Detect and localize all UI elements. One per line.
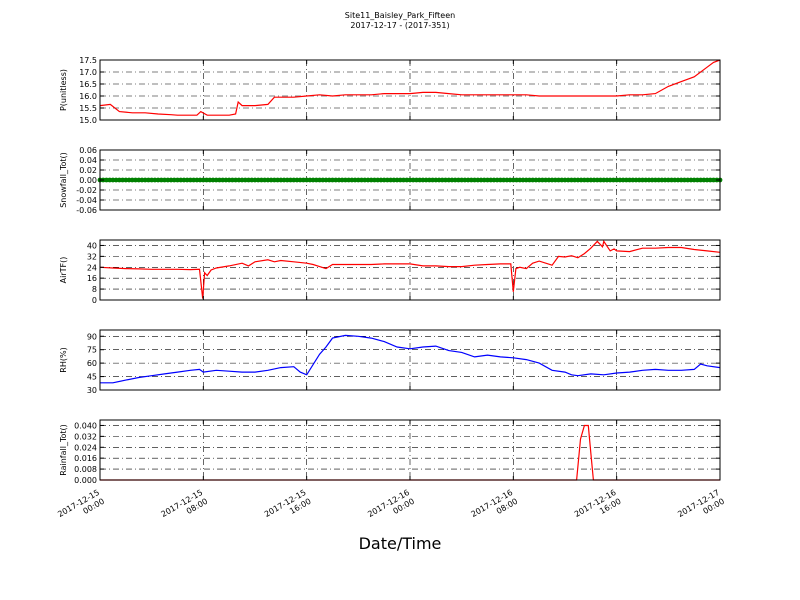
y-tick-label: 0.008 bbox=[74, 465, 97, 474]
y-tick-label: 0 bbox=[92, 296, 97, 305]
chart-title: Site11_Baisley_Park_Fifteen bbox=[344, 11, 456, 20]
y-axis-label: RH(%) bbox=[59, 347, 68, 372]
y-tick-label: 0.032 bbox=[74, 432, 97, 441]
y-tick-label: 0.016 bbox=[74, 454, 97, 463]
y-tick-label: 45 bbox=[87, 373, 97, 382]
y-tick-label: 15.5 bbox=[79, 104, 97, 113]
y-axis-label: Rainfall_Tot() bbox=[59, 424, 68, 476]
y-tick-label: 30 bbox=[87, 386, 97, 395]
y-tick-label: 0.024 bbox=[74, 443, 97, 452]
y-axis-label: AirTF() bbox=[59, 257, 68, 284]
y-tick-label: 60 bbox=[87, 359, 97, 368]
y-tick-label: -0.06 bbox=[76, 206, 97, 215]
x-tick-label: 2017-12-1516:00 bbox=[263, 488, 313, 528]
x-tick-label: 2017-12-1700:00 bbox=[676, 488, 726, 528]
y-tick-label: 32 bbox=[87, 252, 97, 261]
y-axis-label: P(unitless) bbox=[59, 69, 68, 111]
x-tick-label: 2017-12-1616:00 bbox=[573, 488, 623, 528]
y-tick-label: 0.000 bbox=[74, 476, 97, 485]
y-tick-label: 0.02 bbox=[79, 166, 97, 175]
y-tick-label: 0.00 bbox=[79, 176, 97, 185]
y-tick-label: 17.5 bbox=[79, 56, 97, 65]
y-tick-label: 90 bbox=[87, 332, 97, 341]
y-axis-label: Snowfall_Tot() bbox=[59, 152, 68, 208]
data-line bbox=[99, 59, 721, 116]
y-tick-label: 16.0 bbox=[79, 92, 97, 101]
y-tick-label: -0.02 bbox=[76, 186, 97, 195]
y-tick-label: 0.06 bbox=[79, 146, 97, 155]
y-tick-label: 8 bbox=[92, 285, 97, 294]
y-tick-label: 16 bbox=[87, 274, 97, 283]
y-tick-label: 24 bbox=[87, 263, 97, 272]
data-line bbox=[99, 239, 721, 299]
data-line bbox=[100, 334, 721, 384]
y-tick-label: 0.04 bbox=[79, 156, 97, 165]
y-tick-label: 15.0 bbox=[79, 116, 97, 125]
x-tick-label: 2017-12-1608:00 bbox=[470, 488, 520, 528]
x-axis-label: Date/Time bbox=[358, 534, 442, 553]
y-tick-label: 40 bbox=[87, 241, 97, 250]
y-tick-label: 75 bbox=[87, 346, 97, 355]
x-tick-label: 2017-12-1600:00 bbox=[366, 488, 416, 528]
y-tick-label: 0.040 bbox=[74, 421, 97, 430]
x-tick-label: 2017-12-1500:00 bbox=[56, 488, 106, 528]
y-tick-label: -0.04 bbox=[76, 196, 97, 205]
chart-subtitle: 2017-12-17 - (2017-351) bbox=[350, 21, 450, 30]
y-tick-label: 17.0 bbox=[79, 68, 97, 77]
x-tick-label: 2017-12-1508:00 bbox=[160, 488, 210, 528]
y-tick-label: 16.5 bbox=[79, 80, 97, 89]
